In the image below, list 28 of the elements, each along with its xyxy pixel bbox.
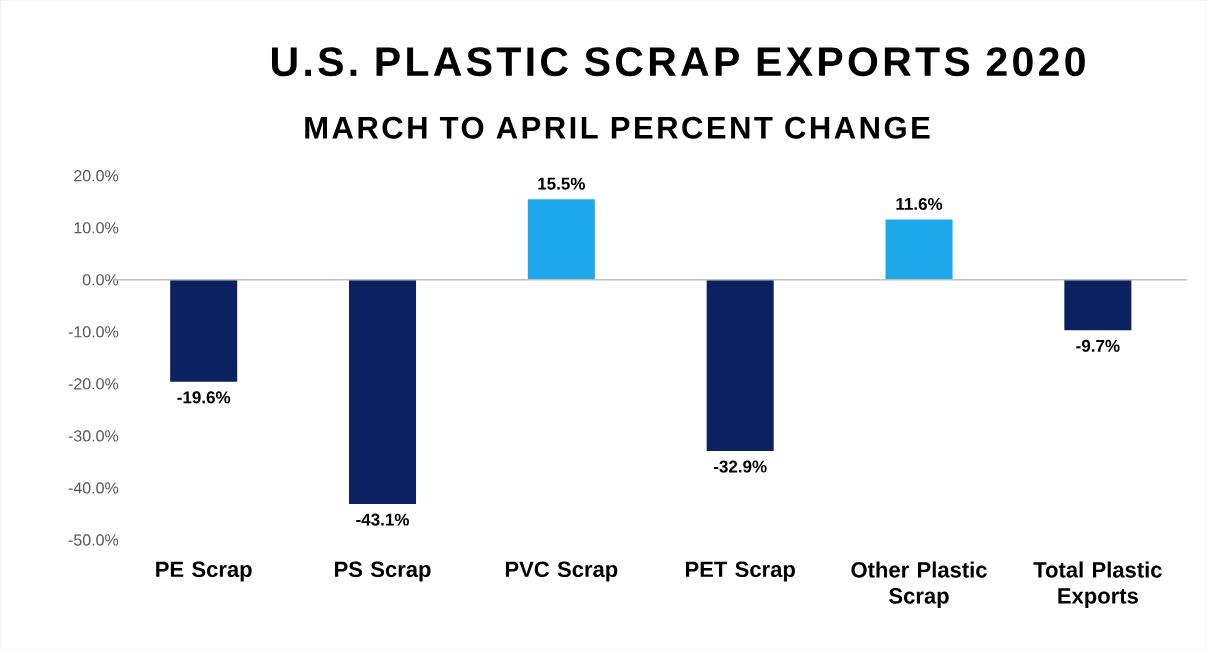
bar xyxy=(706,279,774,452)
y-tick-label: -40.0% xyxy=(68,482,119,494)
y-tick-label: -50.0% xyxy=(68,534,119,546)
y-tick-label: 20.0% xyxy=(74,170,119,182)
x-tick-label: PS Scrap xyxy=(335,561,431,582)
bar xyxy=(349,279,417,505)
data-label: -9.7% xyxy=(1076,339,1120,353)
y-tick-label: -30.0% xyxy=(68,430,119,442)
x-tick-label: PE Scrap xyxy=(156,561,252,582)
chart-subtitle: MARCH TO APRIL PERCENT CHANGE xyxy=(305,116,930,139)
data-label: -43.1% xyxy=(356,513,410,526)
data-label: 15.5% xyxy=(538,177,586,190)
x-tick-label: PVC Scrap xyxy=(505,561,618,582)
y-tick-label: 0.0% xyxy=(82,274,119,286)
bar xyxy=(1064,279,1132,331)
y-tick-label: -10.0% xyxy=(68,326,119,338)
bar xyxy=(527,199,595,280)
data-label: -19.6% xyxy=(177,391,231,404)
y-tick-label: 10.0% xyxy=(74,222,119,234)
y-tick-label: -20.0% xyxy=(68,378,119,390)
x-tick-label: PET Scrap xyxy=(685,561,795,582)
chart-title: U.S. PLASTIC SCRAP EXPORTS 2020 xyxy=(271,47,1085,77)
x-tick-label: Other Plastic Scrap xyxy=(851,561,987,609)
data-label: 11.6% xyxy=(896,198,943,211)
bar xyxy=(885,219,953,280)
data-label: -32.9% xyxy=(713,460,767,473)
bar xyxy=(170,279,238,382)
x-tick-label: Total Plastic Exports xyxy=(1033,561,1162,609)
